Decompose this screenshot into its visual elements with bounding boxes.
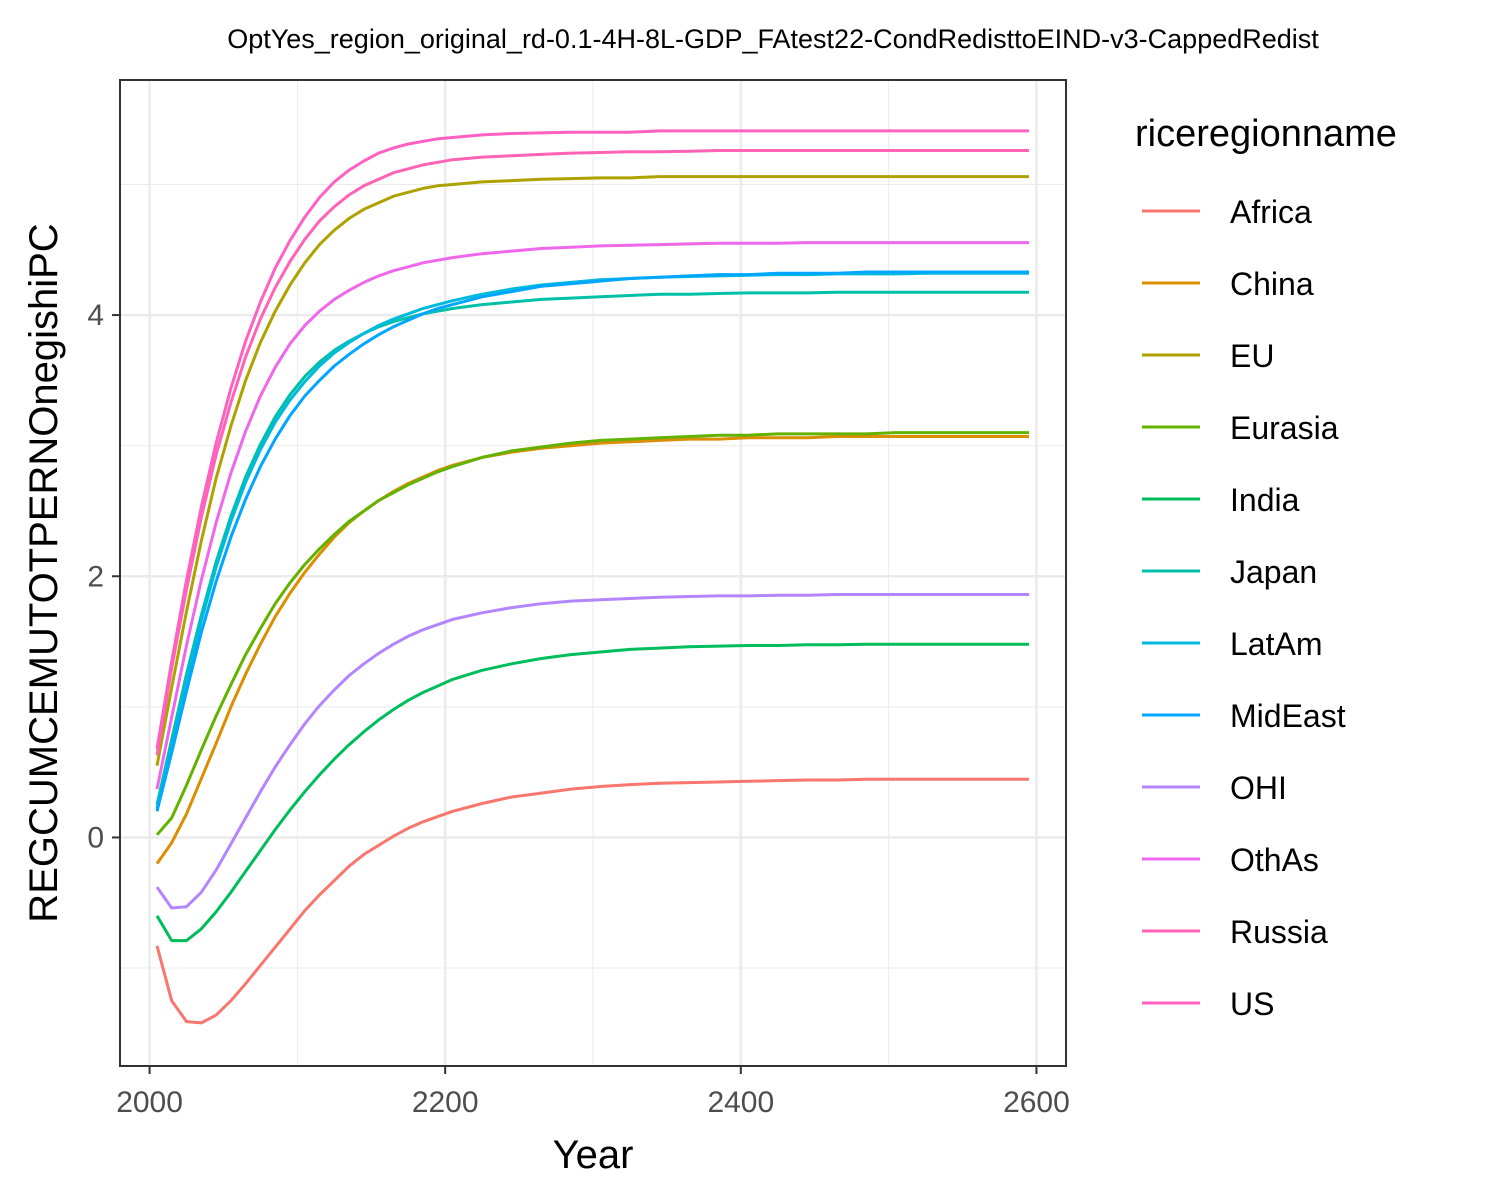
legend-label-othas: OthAs: [1230, 842, 1319, 878]
legend-label-mideast: MidEast: [1230, 698, 1346, 734]
series-line-india: [155, 642, 1029, 943]
legend-label-india: India: [1230, 482, 1300, 518]
x-tick-label: 2400: [707, 1086, 774, 1119]
legend-label-japan: Japan: [1230, 554, 1317, 590]
y-tick-label: 4: [87, 299, 104, 332]
series-line-eurasia: [155, 431, 1029, 836]
axis-ticks: 2000 2200 2400 2600 0 2 4: [87, 299, 1070, 1119]
legend-label-us: US: [1230, 986, 1274, 1022]
legend-title: riceregionname: [1135, 113, 1397, 155]
legend-label-china: China: [1230, 266, 1314, 302]
y-axis-title: REGCUMCEMUTOTPERNOnegishiPC: [22, 223, 66, 922]
series-line-mideast: [155, 270, 1029, 812]
y-tick-label: 0: [87, 821, 104, 854]
series-line-us: [155, 129, 1029, 749]
series-line-africa: [155, 777, 1029, 1025]
series-line-eu: [155, 175, 1029, 766]
series-line-othas: [155, 241, 1029, 790]
legend-label-eurasia: Eurasia: [1230, 410, 1339, 446]
legend-items: Africa China EU Eurasia India Japan LatAm MidEa…: [1142, 194, 1346, 1022]
legend-label-ohi: OHI: [1230, 770, 1287, 806]
y-tick-label: 2: [87, 560, 104, 593]
chart-title: OptYes_region_original_rd-0.1-4H-8L-GDP_…: [227, 24, 1319, 54]
legend-label-africa: Africa: [1230, 194, 1312, 230]
legend-label-russia: Russia: [1230, 914, 1328, 950]
plot-panel-border: [119, 79, 1067, 1067]
series-line-ohi: [155, 593, 1029, 910]
legend-label-eu: EU: [1230, 338, 1274, 374]
series-line-russia: [155, 149, 1029, 756]
grid: [120, 80, 1066, 1066]
series-lines: [155, 129, 1029, 1025]
legend: riceregionname Africa China EU Eurasia India…: [1135, 113, 1397, 1022]
x-tick-label: 2600: [1003, 1086, 1070, 1119]
series-line-japan: [155, 290, 1029, 806]
x-axis-title: Year: [553, 1133, 634, 1177]
x-tick-label: 2200: [412, 1086, 479, 1119]
legend-label-latam: LatAm: [1230, 626, 1322, 662]
x-tick-label: 2000: [116, 1086, 183, 1119]
